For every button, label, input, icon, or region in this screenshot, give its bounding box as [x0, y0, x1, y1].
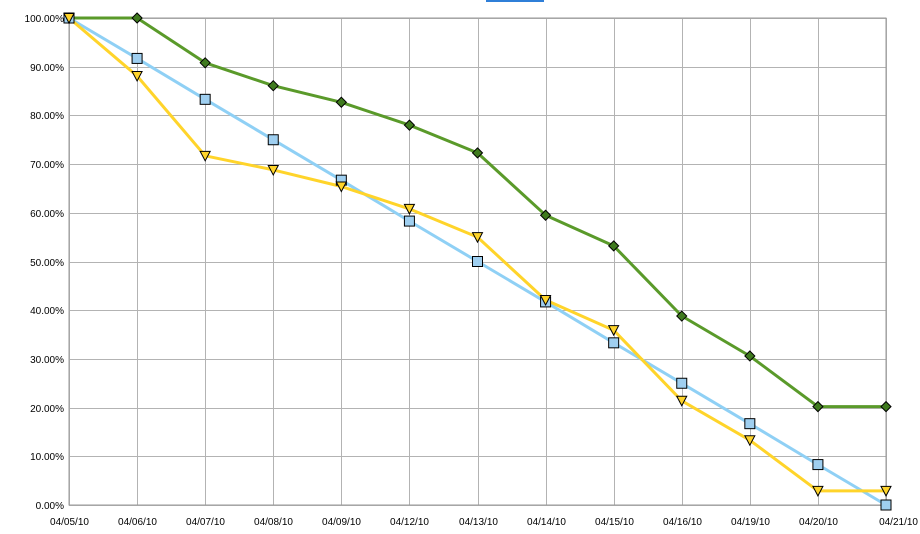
data-point-marker — [403, 119, 416, 131]
y-axis-labels: 0.00% 10.00% 20.00% 30.00% 40.00% 50.00% 60.00… — [25, 14, 65, 512]
data-point-marker — [608, 337, 620, 349]
x-tick-label: 04/09/10 — [322, 517, 361, 528]
data-point-marker — [199, 93, 211, 105]
x-tick-label: 04/20/10 — [799, 517, 838, 528]
data-point-marker — [607, 325, 620, 337]
data-point-marker — [335, 181, 348, 193]
x-tick-label: 04/12/10 — [390, 517, 429, 528]
x-tick-label: 04/19/10 — [731, 517, 770, 528]
data-point-marker — [676, 310, 688, 322]
data-point-marker — [472, 256, 483, 267]
x-tick-label: 04/15/10 — [595, 517, 634, 528]
data-point-marker — [267, 134, 279, 146]
data-point-marker — [199, 150, 211, 162]
data-point-marker — [131, 52, 143, 64]
data-point-marker — [880, 400, 892, 413]
data-point-marker — [744, 418, 756, 430]
series-line — [68, 16, 886, 493]
y-tick-label: 60.00% — [30, 209, 64, 220]
plot-area — [68, 17, 887, 506]
data-point-marker — [199, 57, 211, 69]
y-tick-label: 70.00% — [30, 160, 64, 171]
y-tick-label: 50.00% — [30, 258, 64, 269]
x-tick-label: 04/16/10 — [663, 517, 702, 528]
y-tick-label: 40.00% — [30, 306, 64, 317]
x-tick-label: 04/05/10 — [50, 517, 89, 528]
data-point-marker — [403, 215, 415, 227]
window-accent-bar — [486, 0, 544, 2]
data-point-marker — [63, 13, 75, 25]
data-point-marker — [267, 164, 280, 177]
y-tick-label: 10.00% — [30, 452, 64, 463]
data-point-marker — [744, 435, 756, 447]
data-point-marker — [607, 240, 620, 252]
data-point-marker — [744, 350, 756, 362]
x-tick-label: 04/13/10 — [459, 517, 498, 528]
x-tick-label: 04/08/10 — [254, 517, 293, 528]
data-point-marker — [403, 203, 416, 215]
x-tick-label: 04/06/10 — [118, 517, 157, 528]
data-point-marker — [812, 459, 824, 471]
y-tick-label: 30.00% — [30, 355, 64, 366]
x-tick-label: 04/21/10 — [879, 517, 918, 528]
data-point-marker — [131, 70, 143, 83]
y-tick-label: 100.00% — [25, 14, 65, 25]
data-point-marker — [539, 294, 552, 307]
data-point-marker — [880, 499, 892, 511]
data-point-marker — [812, 400, 824, 413]
data-point-marker — [676, 377, 688, 389]
data-point-marker — [539, 209, 552, 221]
data-point-marker — [131, 12, 143, 24]
x-tick-label: 04/14/10 — [527, 517, 566, 528]
data-point-marker — [335, 96, 348, 108]
y-tick-label: 80.00% — [30, 111, 64, 122]
y-tick-label: 0.00% — [36, 501, 64, 512]
data-point-marker — [471, 232, 484, 244]
y-tick-label: 90.00% — [30, 63, 64, 74]
data-point-marker — [675, 395, 688, 407]
data-point-marker — [812, 485, 824, 497]
series-line — [69, 16, 886, 409]
y-tick-label: 20.00% — [30, 404, 64, 415]
x-tick-label: 04/07/10 — [186, 517, 225, 528]
data-point-marker — [267, 79, 279, 92]
data-point-marker — [471, 147, 484, 159]
series-markers — [63, 12, 892, 511]
data-point-marker — [880, 485, 892, 497]
x-axis-labels: 04/05/10 04/06/10 04/07/10 04/08/10 04/09/10… — [50, 517, 918, 528]
